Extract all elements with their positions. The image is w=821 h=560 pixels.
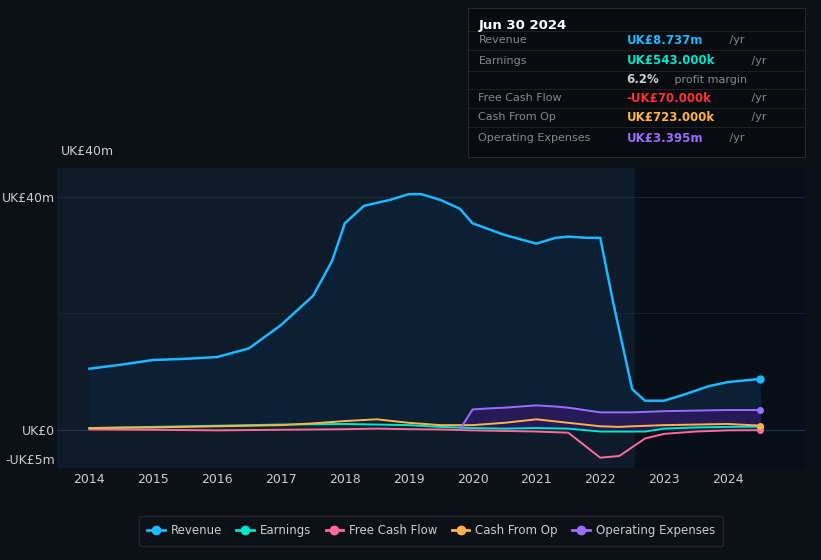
Text: profit margin: profit margin xyxy=(671,74,747,85)
Text: /yr: /yr xyxy=(727,35,745,45)
Text: UK£543.000k: UK£543.000k xyxy=(626,54,715,67)
Text: /yr: /yr xyxy=(749,113,767,123)
Text: /yr: /yr xyxy=(749,94,767,104)
Text: -UK£70.000k: -UK£70.000k xyxy=(626,92,711,105)
Text: Jun 30 2024: Jun 30 2024 xyxy=(479,19,566,32)
Bar xyxy=(635,168,805,468)
Legend: Revenue, Earnings, Free Cash Flow, Cash From Op, Operating Expenses: Revenue, Earnings, Free Cash Flow, Cash … xyxy=(139,516,723,545)
Text: UK£723.000k: UK£723.000k xyxy=(626,111,714,124)
Text: Operating Expenses: Operating Expenses xyxy=(479,133,591,143)
Text: Cash From Op: Cash From Op xyxy=(479,113,557,123)
Text: UK£8.737m: UK£8.737m xyxy=(626,34,703,47)
Text: /yr: /yr xyxy=(727,133,745,143)
Text: UK£40m: UK£40m xyxy=(62,144,114,157)
Text: UK£3.395m: UK£3.395m xyxy=(626,132,703,144)
Text: Free Cash Flow: Free Cash Flow xyxy=(479,94,562,104)
Text: /yr: /yr xyxy=(749,55,767,66)
Text: 6.2%: 6.2% xyxy=(626,73,659,86)
Text: Earnings: Earnings xyxy=(479,55,527,66)
Text: Revenue: Revenue xyxy=(479,35,527,45)
